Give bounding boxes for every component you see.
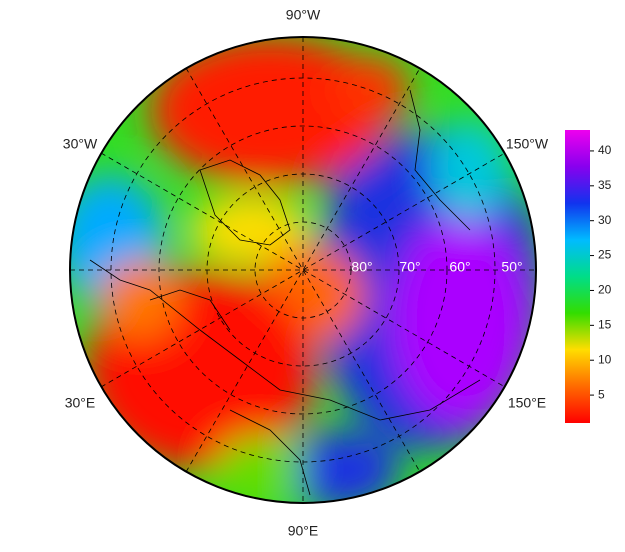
coastlines [89,89,481,496]
colorbar-tick-label: 5 [598,387,605,401]
latitude-label: 70° [399,259,420,275]
latitude-label: 60° [449,259,470,275]
colorbar-tick-label: 10 [598,352,612,366]
latitude-label: 80° [351,259,372,275]
longitude-label: 90°W [286,7,321,23]
longitude-label: 90°E [288,523,319,539]
field [70,37,536,503]
colorbar-tick-label: 15 [598,318,612,332]
map-border [69,36,537,504]
colorbar [565,130,590,423]
longitude-label: 150°W [506,136,549,152]
longitude-label: 30°E [65,395,96,411]
longitude-label: 150°E [508,395,546,411]
colorbar-tick-label: 20 [598,283,612,297]
colorbar-tick-label: 40 [598,143,612,157]
colorbar-tick-label: 35 [598,178,612,192]
longitude-label: 30°W [63,136,98,152]
latitude-label: 50° [501,259,522,275]
colorbar-tick-label: 30 [598,213,612,227]
colorbar-tick-label: 25 [598,248,612,262]
graticule [70,37,536,503]
